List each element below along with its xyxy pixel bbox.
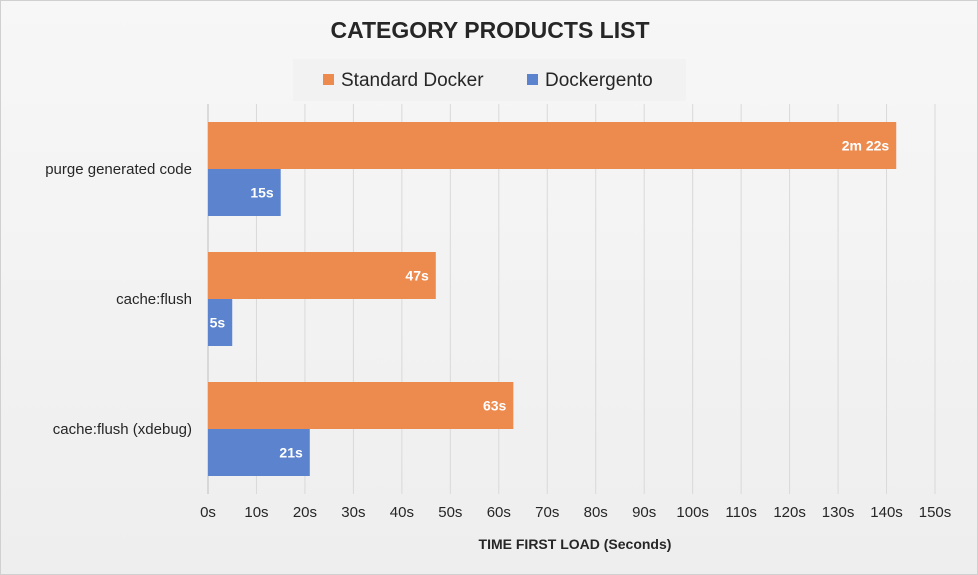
bar (208, 382, 514, 429)
category-label: cache:flush (xdebug) (53, 421, 192, 438)
x-tick-label: 150s (919, 504, 952, 521)
x-tick-label: 120s (773, 504, 806, 521)
x-tick-label: 80s (584, 504, 608, 521)
x-tick-label: 20s (293, 504, 317, 521)
legend-label: Standard Docker (341, 70, 484, 91)
bar (208, 429, 310, 476)
x-tick-label: 140s (870, 504, 903, 521)
data-label: 63s (483, 398, 507, 414)
bar (208, 252, 436, 299)
x-tick-label: 40s (390, 504, 414, 521)
legend: Standard Docker Dockergento (323, 70, 653, 91)
x-tick-label: 0s (200, 504, 216, 521)
x-tick-label: 110s (725, 504, 756, 521)
x-tick-labels-group: 0s 10s 20s 30s 40s 50s 60s 70s 80s 90s 100s 110s 120… (200, 504, 951, 521)
x-tick-label: 50s (438, 504, 462, 521)
bars-group (208, 122, 897, 476)
bar (208, 169, 281, 216)
data-label: 47s (405, 268, 429, 284)
chart-title: CATEGORY PRODUCTS LIST (330, 17, 649, 43)
category-label: purge generated code (45, 161, 192, 178)
x-tick-label: 130s (822, 504, 855, 521)
legend-swatch (323, 74, 334, 85)
x-axis-label: TIME FIRST LOAD (Seconds) (479, 536, 672, 552)
category-label: cache:flush (116, 291, 192, 308)
x-tick-label: 100s (676, 504, 709, 521)
data-label: 21s (279, 445, 303, 461)
bar (208, 122, 897, 169)
bar (208, 299, 233, 346)
data-label: 2m 22s (842, 138, 890, 154)
x-tick-label: 10s (244, 504, 268, 521)
legend-box (293, 59, 686, 101)
x-tick-label: 30s (341, 504, 365, 521)
data-label: 15s (250, 185, 274, 201)
x-tick-label: 70s (535, 504, 559, 521)
legend-label: Dockergento (545, 70, 653, 91)
x-tick-label: 90s (632, 504, 656, 521)
data-labels-group: 2m 22s 15s 47s 5s 63s 21s (210, 138, 890, 461)
legend-swatch (527, 74, 538, 85)
data-label: 5s (210, 315, 226, 331)
x-tick-label: 60s (487, 504, 511, 521)
category-labels-group: purge generated code cache:flush cache:flu… (45, 161, 192, 438)
